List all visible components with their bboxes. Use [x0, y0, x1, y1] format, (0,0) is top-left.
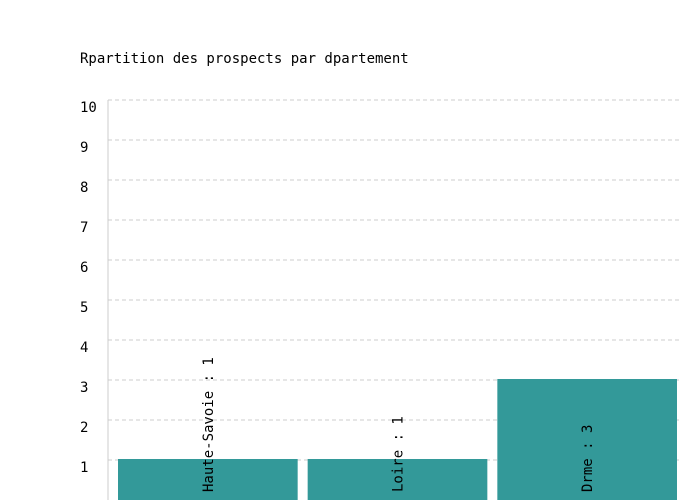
bar-label: Drme : 3: [580, 425, 596, 492]
bar-label: Haute-Savoie : 1: [201, 357, 217, 492]
bar-drme: [497, 379, 677, 500]
chart-title: Rpartition des prospects par dpartement: [80, 51, 409, 67]
bar-loire: [307, 459, 488, 500]
y-tick-label: 9: [80, 140, 88, 156]
y-tick-label: 5: [80, 300, 88, 316]
y-axis-ticks: 1 2 3 4 5 6 7 8 9 10: [80, 100, 97, 476]
bar-haute-savoie: [118, 459, 298, 500]
y-tick-label: 7: [80, 220, 88, 236]
y-tick-label: 8: [80, 180, 88, 196]
y-tick-label: 3: [80, 380, 88, 396]
y-tick-label: 1: [80, 460, 88, 476]
bar-label: Loire : 1: [391, 416, 407, 492]
y-tick-label: 10: [80, 100, 97, 116]
y-tick-label: 2: [80, 420, 88, 436]
y-tick-label: 6: [80, 260, 88, 276]
bar-labels: Haute-Savoie : 1 Loire : 1 Drme : 3: [201, 357, 596, 492]
y-tick-label: 4: [80, 340, 88, 356]
bars: [118, 379, 677, 500]
